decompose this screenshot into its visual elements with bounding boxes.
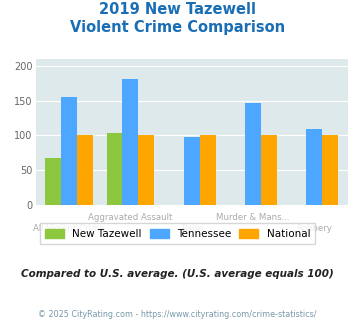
Text: Violent Crime Comparison: Violent Crime Comparison xyxy=(70,20,285,35)
Bar xyxy=(261,135,277,205)
Bar xyxy=(184,137,200,205)
Bar xyxy=(322,135,338,205)
Text: Aggravated Assault: Aggravated Assault xyxy=(88,213,173,222)
Bar xyxy=(306,129,322,205)
Text: Murder & Mans...: Murder & Mans... xyxy=(216,213,290,222)
Text: Robbery: Robbery xyxy=(296,224,332,233)
Bar xyxy=(245,103,261,205)
Text: 2019 New Tazewell: 2019 New Tazewell xyxy=(99,2,256,16)
Bar xyxy=(77,135,93,205)
Text: Rape: Rape xyxy=(181,224,203,233)
Text: All Violent Crime: All Violent Crime xyxy=(33,224,105,233)
Text: © 2025 CityRating.com - https://www.cityrating.com/crime-statistics/: © 2025 CityRating.com - https://www.city… xyxy=(38,310,317,319)
Bar xyxy=(138,135,154,205)
Bar xyxy=(106,133,122,205)
Bar xyxy=(122,79,138,205)
Bar xyxy=(61,97,77,205)
Text: Compared to U.S. average. (U.S. average equals 100): Compared to U.S. average. (U.S. average … xyxy=(21,269,334,279)
Bar xyxy=(200,135,215,205)
Legend: New Tazewell, Tennessee, National: New Tazewell, Tennessee, National xyxy=(40,223,315,244)
Bar xyxy=(45,158,61,205)
